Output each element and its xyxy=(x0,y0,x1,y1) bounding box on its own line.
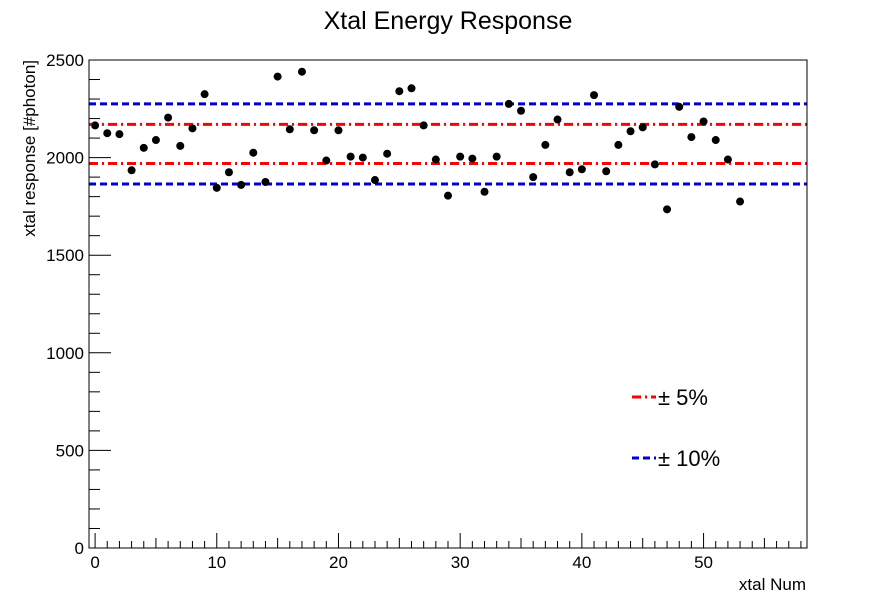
y-axis-ticks xyxy=(89,59,111,549)
x-tick-label: 20 xyxy=(329,553,348,572)
data-point xyxy=(383,149,392,158)
data-point xyxy=(444,191,452,200)
data-point xyxy=(151,136,160,145)
data-point xyxy=(529,173,538,182)
data-point xyxy=(565,168,574,177)
data-point xyxy=(212,183,221,192)
data-point xyxy=(553,115,562,124)
data-point xyxy=(480,187,489,196)
x-axis-tick-labels: 0 10 20 30 40 50 xyxy=(90,553,713,572)
data-point xyxy=(103,129,112,138)
data-points xyxy=(91,67,745,214)
legend: ± 5% ± 10% xyxy=(632,385,720,471)
data-point xyxy=(237,180,246,189)
data-point xyxy=(91,121,100,130)
data-point xyxy=(346,152,355,161)
y-axis-tick-labels: 0 500 1000 1500 2000 2500 xyxy=(46,51,84,558)
legend-label: ± 5% xyxy=(658,385,708,410)
data-point xyxy=(614,140,623,149)
data-point xyxy=(200,90,209,99)
data-point xyxy=(517,106,526,115)
data-point xyxy=(699,117,708,126)
data-point xyxy=(164,113,173,122)
data-point xyxy=(188,124,197,133)
data-point xyxy=(285,125,294,134)
data-point xyxy=(249,148,258,157)
data-point xyxy=(736,197,745,206)
data-point xyxy=(723,155,732,164)
data-point xyxy=(504,99,513,108)
data-point xyxy=(419,121,428,130)
x-tick-label: 40 xyxy=(572,553,591,572)
data-point xyxy=(310,126,319,135)
data-point xyxy=(492,152,501,161)
y-axis-label: xtal response [#photon] xyxy=(20,60,39,237)
x-tick-label: 30 xyxy=(451,553,470,572)
data-point xyxy=(675,102,684,111)
y-tick-label: 0 xyxy=(75,539,84,558)
data-point xyxy=(115,130,124,139)
data-point xyxy=(431,155,440,164)
data-point xyxy=(590,91,599,100)
chart-title: Xtal Energy Response xyxy=(324,7,573,35)
data-point xyxy=(468,154,477,163)
data-point xyxy=(711,136,720,145)
data-point xyxy=(127,166,136,175)
data-point xyxy=(273,72,282,81)
y-tick-label: 500 xyxy=(56,441,84,460)
legend-label: ± 10% xyxy=(658,446,720,471)
data-point xyxy=(638,123,647,132)
x-axis-ticks xyxy=(94,533,802,548)
data-point xyxy=(297,67,306,76)
data-point xyxy=(139,143,148,152)
x-tick-label: 0 xyxy=(90,553,99,572)
y-tick-label: 1000 xyxy=(46,344,84,363)
data-point xyxy=(663,205,672,214)
data-point xyxy=(334,126,343,135)
data-point xyxy=(322,156,331,165)
y-tick-label: 1500 xyxy=(46,246,84,265)
data-point xyxy=(261,178,270,186)
data-point xyxy=(687,133,696,142)
reference-lines xyxy=(89,102,807,186)
data-point xyxy=(626,127,635,136)
data-point xyxy=(176,141,185,150)
data-point xyxy=(541,140,550,149)
data-point xyxy=(395,87,404,96)
data-point xyxy=(456,152,465,161)
y-tick-label: 2000 xyxy=(46,149,84,168)
data-point xyxy=(602,167,611,176)
x-tick-label: 50 xyxy=(694,553,713,572)
data-point xyxy=(224,168,233,177)
y-tick-label: 2500 xyxy=(46,51,84,70)
data-point xyxy=(407,84,416,93)
data-point xyxy=(358,153,367,162)
x-axis-label: xtal Num xyxy=(739,575,806,594)
x-tick-label: 10 xyxy=(207,553,226,572)
data-point xyxy=(577,165,586,174)
data-point xyxy=(650,160,659,169)
data-point xyxy=(370,176,379,185)
